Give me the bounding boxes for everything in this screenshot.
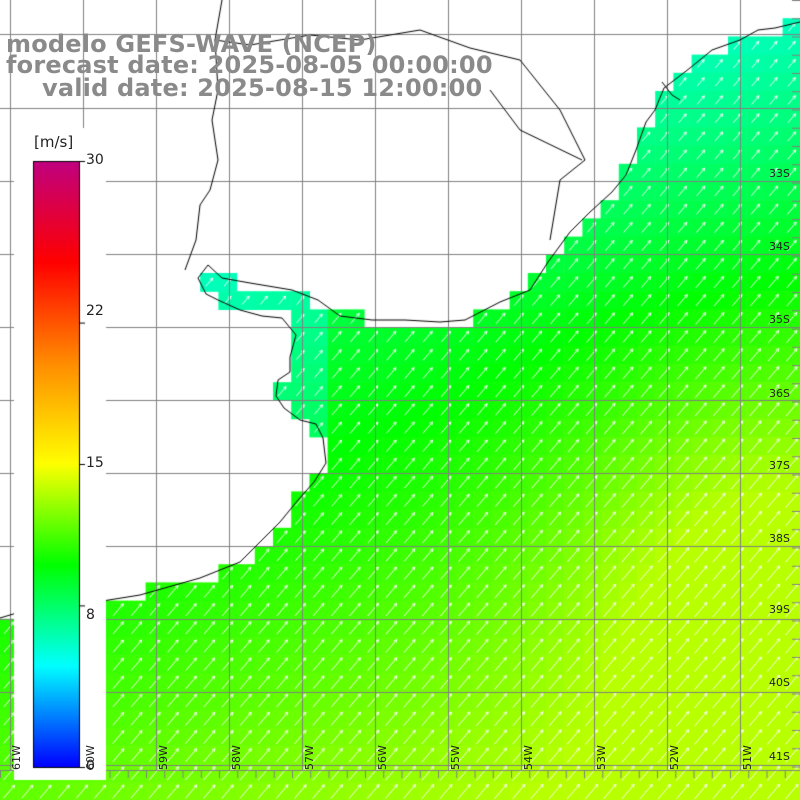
lat-label-37s: 37S xyxy=(769,459,790,472)
colorbar-tick-15: 15 xyxy=(86,455,104,471)
lon-label-56w: 56W xyxy=(376,745,389,770)
lat-label-34s: 34S xyxy=(769,240,790,253)
lon-label-59w: 59W xyxy=(157,745,170,770)
title-forecast-date: forecast date: 2025-08-05 00:00:00 xyxy=(6,51,493,79)
lon-label-61w: 61W xyxy=(10,745,23,770)
colorbar-tick-0: 0 xyxy=(86,758,95,774)
colorbar-unit: [m/s] xyxy=(34,133,74,151)
lon-label-57w: 57W xyxy=(303,745,316,770)
lat-label-39s: 39S xyxy=(769,603,790,616)
lon-label-58w: 58W xyxy=(230,745,243,770)
lon-label-54w: 54W xyxy=(522,745,535,770)
colorbar-tick-8: 8 xyxy=(86,607,95,623)
lat-label-40s: 40S xyxy=(769,676,790,689)
colorbar-tick-22: 22 xyxy=(86,303,104,319)
lon-label-53w: 53W xyxy=(595,745,608,770)
lat-label-36s: 36S xyxy=(769,387,790,400)
title-model: modelo GEFS-WAVE (NCEP) xyxy=(6,30,377,58)
lon-label-51w: 51W xyxy=(741,745,754,770)
lon-label-52w: 52W xyxy=(668,745,681,770)
title-valid-date: valid date: 2025-08-15 12:00:00 xyxy=(42,74,483,102)
lon-label-55w: 55W xyxy=(449,745,462,770)
lat-label-35s: 35S xyxy=(769,313,790,326)
lat-label-33s: 33S xyxy=(769,167,790,180)
lon-label-60w: 60W xyxy=(84,745,97,770)
lat-label-38s: 38S xyxy=(769,532,790,545)
colorbar-tick-30: 30 xyxy=(86,152,104,168)
lat-label-41s: 41S xyxy=(769,750,790,763)
